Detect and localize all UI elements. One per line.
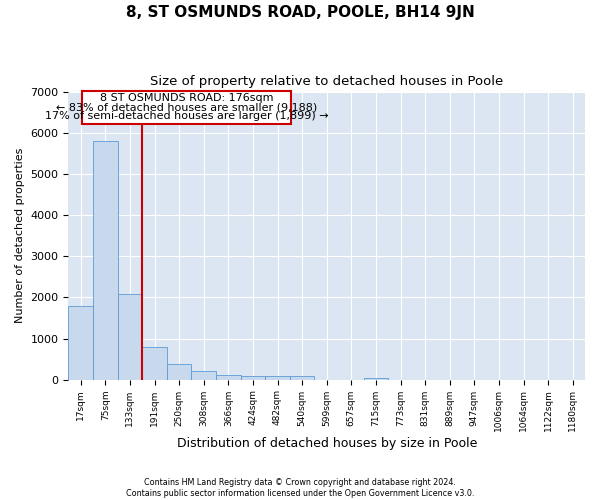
Text: 17% of semi-detached houses are larger (1,899) →: 17% of semi-detached houses are larger (…	[44, 112, 328, 122]
Bar	[68, 306, 93, 380]
Bar	[216, 375, 241, 380]
Bar	[364, 378, 388, 380]
X-axis label: Distribution of detached houses by size in Poole: Distribution of detached houses by size …	[176, 437, 477, 450]
Bar	[167, 364, 191, 380]
Bar	[118, 294, 142, 380]
Text: 8, ST OSMUNDS ROAD, POOLE, BH14 9JN: 8, ST OSMUNDS ROAD, POOLE, BH14 9JN	[125, 5, 475, 20]
Bar	[142, 346, 167, 380]
Y-axis label: Number of detached properties: Number of detached properties	[15, 148, 25, 324]
Bar	[191, 370, 216, 380]
Text: Contains HM Land Registry data © Crown copyright and database right 2024.
Contai: Contains HM Land Registry data © Crown c…	[126, 478, 474, 498]
Title: Size of property relative to detached houses in Poole: Size of property relative to detached ho…	[150, 75, 503, 88]
Bar	[290, 376, 314, 380]
Bar	[93, 142, 118, 380]
Bar	[82, 91, 291, 124]
Bar	[241, 376, 265, 380]
Bar	[265, 376, 290, 380]
Text: ← 83% of detached houses are smaller (9,188): ← 83% of detached houses are smaller (9,…	[56, 102, 317, 113]
Text: 8 ST OSMUNDS ROAD: 176sqm: 8 ST OSMUNDS ROAD: 176sqm	[100, 94, 273, 104]
